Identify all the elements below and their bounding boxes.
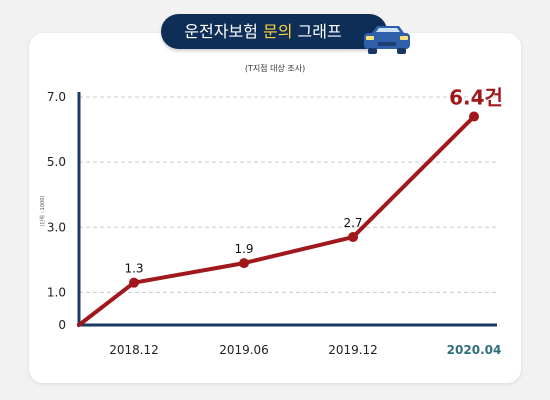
x-tick-label: 2019.12	[328, 343, 378, 357]
data-label: 1.3	[124, 262, 143, 276]
chart-title: 운전자보험 문의 그래프	[161, 14, 365, 49]
y-tick-label: 7.0	[47, 90, 66, 104]
data-point	[239, 258, 249, 269]
data-point	[348, 232, 358, 243]
y-tick-label: 0	[58, 318, 66, 332]
data-label: 2.7	[343, 216, 362, 230]
title-tail: 그래프	[297, 22, 342, 41]
data-label: 6.4건	[449, 86, 503, 110]
y-axis-label: (단위 : 1000)	[39, 196, 46, 227]
y-tick-label: 5.0	[47, 155, 66, 169]
car-icon	[364, 26, 410, 54]
y-tick-label: 1.0	[47, 285, 66, 299]
title-accent: 문의	[262, 22, 293, 41]
data-point	[469, 111, 479, 122]
x-tick-label: 2018.12	[109, 343, 159, 357]
series-line	[77, 114, 476, 327]
title-banner: 운전자보험 문의 그래프	[161, 14, 387, 49]
title-main: 운전자보험	[184, 22, 258, 41]
x-tick-label: 2019.06	[219, 343, 269, 357]
chart-subtitle: (T지점 대상 조사)	[244, 64, 306, 73]
y-tick-label: 3.0	[47, 220, 66, 234]
data-label: 1.9	[234, 242, 253, 256]
x-tick-label: 2020.04	[447, 343, 502, 357]
data-point	[129, 277, 139, 288]
